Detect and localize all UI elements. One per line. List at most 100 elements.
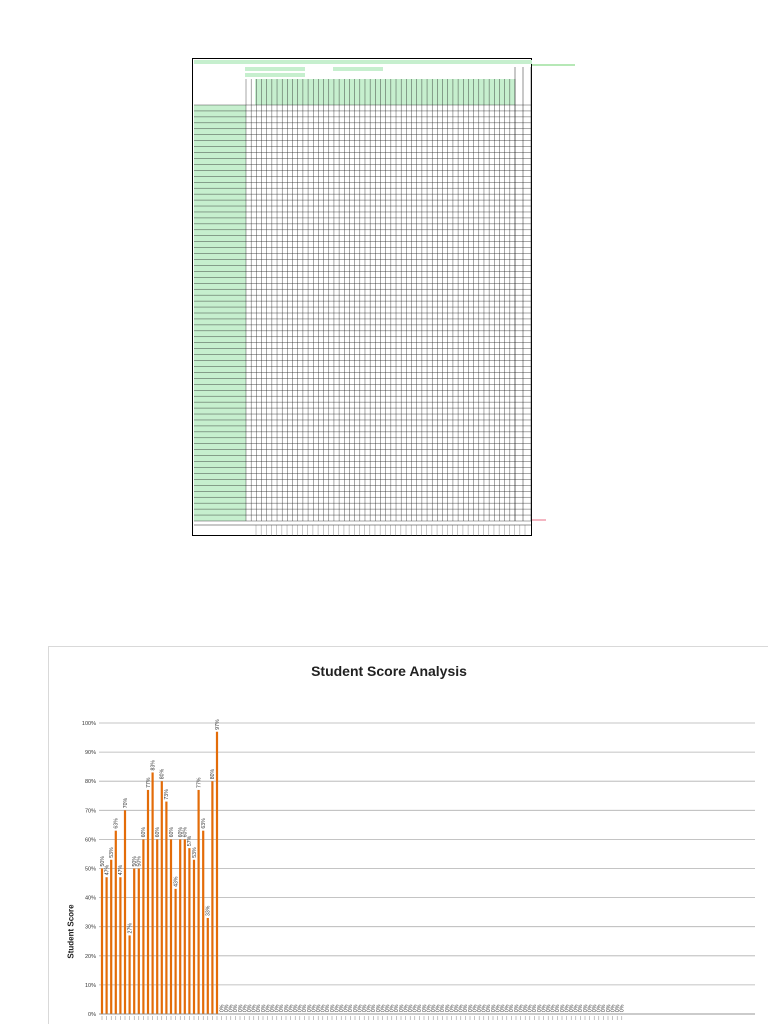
bar [146,789,150,1014]
data-label: 0% [321,1004,327,1012]
bar [160,781,163,1014]
data-label: 0% [330,1004,336,1012]
data-label: 0% [233,1004,239,1012]
bar [206,917,209,1014]
data-label: 0% [606,1004,612,1012]
data-label: 0% [546,1004,552,1012]
bar [142,839,145,1014]
y-tick-label: 100% [82,721,96,727]
data-label: 0% [284,1004,290,1012]
bar [128,935,131,1014]
bar [105,877,108,1014]
data-label: 0% [537,1004,543,1012]
data-label: 0% [431,1004,437,1012]
pink-accent-line [532,519,546,521]
data-label: 0% [307,1004,313,1012]
bar [169,839,173,1014]
data-label: 0% [279,1004,285,1012]
sheet-field [333,67,383,71]
data-label: 0% [408,1004,414,1012]
data-label: 0% [610,1004,616,1012]
data-label: 0% [491,1004,497,1012]
data-label: 0% [302,1004,308,1012]
data-label: 0% [265,1004,271,1012]
data-label: 80% [210,768,216,779]
data-label: 0% [325,1004,331,1012]
data-label: 60% [141,827,147,838]
data-label: 0% [362,1004,368,1012]
data-label: 77% [196,777,202,788]
y-tick-label: 20% [85,954,96,960]
data-label: 0% [436,1004,442,1012]
data-label: 60% [183,827,189,838]
bar [114,830,117,1014]
data-label: 0% [592,1004,598,1012]
data-label: 60% [169,827,175,838]
bar [211,781,214,1014]
data-label: 0% [532,1004,538,1012]
bar [215,731,219,1014]
bar [197,789,200,1014]
data-label: 0% [587,1004,593,1012]
data-label: 0% [551,1004,557,1012]
data-label: 0% [601,1004,607,1012]
data-label: 0% [256,1004,262,1012]
bar [192,859,196,1014]
data-label: 70% [123,798,129,809]
data-label: 0% [486,1004,492,1012]
spreadsheet-thumbnail [192,58,532,536]
data-label: 0% [252,1004,258,1012]
data-label: 0% [353,1004,359,1012]
data-label: 0% [560,1004,566,1012]
sheet-title-band [194,60,532,64]
data-label: 0% [224,1004,230,1012]
y-tick-label: 80% [85,779,96,785]
data-label: 0% [615,1004,621,1012]
bar [100,868,104,1014]
data-label: 0% [288,1004,294,1012]
data-label: 0% [344,1004,350,1012]
data-label: 80% [160,768,166,779]
data-label: 33% [206,905,212,916]
data-label: 0% [367,1004,373,1012]
data-label: 0% [380,1004,386,1012]
data-label: 0% [261,1004,267,1012]
sheet-field [245,67,305,71]
data-label: 0% [293,1004,299,1012]
data-label: 0% [463,1004,469,1012]
data-label: 0% [413,1004,419,1012]
data-label: 0% [311,1004,317,1012]
data-label: 0% [564,1004,570,1012]
bar [151,772,154,1014]
y-tick-label: 10% [85,983,96,989]
student-score-chart: Student Score Analysis Student Score 0% 1… [48,646,768,1024]
data-label: 0% [376,1004,382,1012]
data-label: 43% [173,876,179,887]
bar [165,801,168,1014]
data-label: 50% [100,856,106,867]
data-label: 0% [459,1004,465,1012]
data-label: 0% [528,1004,534,1012]
data-label: 0% [219,1004,225,1012]
bar [137,868,140,1014]
data-label: 0% [445,1004,451,1012]
data-label: 0% [477,1004,483,1012]
data-label: 0% [449,1004,455,1012]
bar [183,839,186,1014]
sheet-header-columns [255,79,515,105]
bar [123,810,127,1014]
data-label: 0% [440,1004,446,1012]
data-label: 73% [164,789,170,800]
data-label: 0% [541,1004,547,1012]
bar [133,868,136,1014]
y-tick-label: 50% [85,867,96,873]
data-label: 0% [454,1004,460,1012]
data-label: 0% [399,1004,405,1012]
data-label: 0% [578,1004,584,1012]
chart-title: Student Score Analysis [311,663,467,679]
data-label: 53% [109,847,115,858]
data-label: 53% [192,847,198,858]
data-label: 0% [229,1004,235,1012]
bar [110,859,113,1014]
data-label: 0% [514,1004,520,1012]
